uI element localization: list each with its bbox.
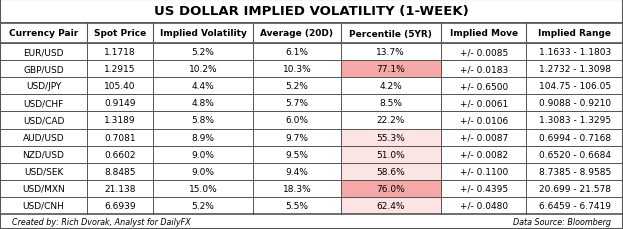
Text: 4.4%: 4.4% — [192, 82, 214, 91]
Text: EUR/USD: EUR/USD — [23, 48, 64, 57]
Text: 9.0%: 9.0% — [192, 167, 215, 176]
Bar — [0, 163, 623, 180]
Bar — [341, 61, 441, 78]
Bar — [0, 61, 623, 78]
Bar — [0, 78, 623, 95]
Text: +/- 0.0183: +/- 0.0183 — [460, 65, 508, 74]
Text: 18.3%: 18.3% — [283, 184, 312, 193]
Text: 5.2%: 5.2% — [192, 48, 214, 57]
Bar — [0, 129, 623, 146]
Text: 0.6994 - 0.7168: 0.6994 - 0.7168 — [538, 133, 611, 142]
Text: USD/CNH: USD/CNH — [22, 201, 64, 210]
Text: 8.8485: 8.8485 — [104, 167, 136, 176]
Text: 5.7%: 5.7% — [285, 99, 308, 108]
Text: 8.5%: 8.5% — [379, 99, 402, 108]
Text: 1.2915: 1.2915 — [104, 65, 136, 74]
Text: 8.7385 - 8.9585: 8.7385 - 8.9585 — [538, 167, 611, 176]
Text: 4.8%: 4.8% — [192, 99, 214, 108]
Text: 5.8%: 5.8% — [192, 116, 215, 125]
Text: +/- 0.1100: +/- 0.1100 — [460, 167, 508, 176]
Text: +/- 0.4395: +/- 0.4395 — [460, 184, 508, 193]
Text: 9.5%: 9.5% — [285, 150, 308, 159]
Bar — [0, 112, 623, 129]
Text: Percentile (5YR): Percentile (5YR) — [350, 29, 432, 38]
Bar — [341, 146, 441, 163]
Text: 55.3%: 55.3% — [376, 133, 405, 142]
Text: 1.3189: 1.3189 — [104, 116, 136, 125]
Text: 9.0%: 9.0% — [192, 150, 215, 159]
Text: 58.6%: 58.6% — [376, 167, 405, 176]
Text: 15.0%: 15.0% — [189, 184, 217, 193]
Text: 5.5%: 5.5% — [285, 201, 308, 210]
Text: 1.2732 - 1.3098: 1.2732 - 1.3098 — [539, 65, 611, 74]
Text: 1.3083 - 1.3295: 1.3083 - 1.3295 — [538, 116, 611, 125]
Bar — [341, 197, 441, 214]
Text: 105.40: 105.40 — [104, 82, 136, 91]
Bar — [0, 180, 623, 197]
Text: USD/CHF: USD/CHF — [24, 99, 64, 108]
Text: 6.1%: 6.1% — [285, 48, 308, 57]
Text: +/- 0.0061: +/- 0.0061 — [460, 99, 508, 108]
Text: 0.9149: 0.9149 — [104, 99, 136, 108]
Bar — [0, 197, 623, 214]
Text: US DOLLAR IMPLIED VOLATILITY (1-WEEK): US DOLLAR IMPLIED VOLATILITY (1-WEEK) — [154, 5, 469, 18]
Text: Spot Price: Spot Price — [94, 29, 146, 38]
Text: 0.9088 - 0.9210: 0.9088 - 0.9210 — [538, 99, 611, 108]
Text: 6.0%: 6.0% — [285, 116, 308, 125]
Text: NZD/USD: NZD/USD — [22, 150, 64, 159]
Text: 0.6602: 0.6602 — [104, 150, 136, 159]
Text: Implied Range: Implied Range — [538, 29, 611, 38]
Bar — [341, 129, 441, 146]
Text: USD/CAD: USD/CAD — [23, 116, 64, 125]
Text: 9.7%: 9.7% — [285, 133, 308, 142]
Text: 77.1%: 77.1% — [376, 65, 405, 74]
Text: 8.9%: 8.9% — [192, 133, 215, 142]
Text: 1.1633 - 1.1803: 1.1633 - 1.1803 — [538, 48, 611, 57]
Text: +/- 0.0085: +/- 0.0085 — [460, 48, 508, 57]
Text: 6.6459 - 6.7419: 6.6459 - 6.7419 — [539, 201, 611, 210]
Text: 22.2%: 22.2% — [377, 116, 405, 125]
Text: AUD/USD: AUD/USD — [22, 133, 64, 142]
Text: 51.0%: 51.0% — [376, 150, 405, 159]
Bar — [341, 163, 441, 180]
Text: 5.2%: 5.2% — [285, 82, 308, 91]
Text: 4.2%: 4.2% — [379, 82, 402, 91]
Bar — [0, 146, 623, 163]
Text: 62.4%: 62.4% — [376, 201, 405, 210]
Text: Implied Move: Implied Move — [450, 29, 518, 38]
Text: +/- 0.0082: +/- 0.0082 — [460, 150, 508, 159]
Bar — [0, 0, 623, 24]
Text: +/- 0.0480: +/- 0.0480 — [460, 201, 508, 210]
Text: Currency Pair: Currency Pair — [9, 29, 78, 38]
Text: 13.7%: 13.7% — [376, 48, 405, 57]
Bar — [0, 214, 623, 229]
Text: Created by: Rich Dvorak, Analyst for DailyFX: Created by: Rich Dvorak, Analyst for Dai… — [12, 217, 191, 226]
Text: 20.699 - 21.578: 20.699 - 21.578 — [539, 184, 611, 193]
Text: 76.0%: 76.0% — [376, 184, 405, 193]
Text: +/- 0.0106: +/- 0.0106 — [460, 116, 508, 125]
Text: 6.6939: 6.6939 — [104, 201, 136, 210]
Text: Average (20D): Average (20D) — [260, 29, 333, 38]
Text: 10.3%: 10.3% — [283, 65, 312, 74]
Text: 21.138: 21.138 — [104, 184, 136, 193]
Text: 0.7081: 0.7081 — [104, 133, 136, 142]
Text: +/- 0.0087: +/- 0.0087 — [460, 133, 508, 142]
Text: 104.75 - 106.05: 104.75 - 106.05 — [538, 82, 611, 91]
Text: USD/JPY: USD/JPY — [26, 82, 61, 91]
Bar — [0, 24, 623, 44]
Text: 5.2%: 5.2% — [192, 201, 214, 210]
Bar — [0, 44, 623, 61]
Text: 10.2%: 10.2% — [189, 65, 217, 74]
Bar — [341, 180, 441, 197]
Text: USD/SEK: USD/SEK — [24, 167, 63, 176]
Text: 1.1718: 1.1718 — [104, 48, 136, 57]
Text: 0.6520 - 0.6684: 0.6520 - 0.6684 — [539, 150, 611, 159]
Text: Data Source: Bloomberg: Data Source: Bloomberg — [513, 217, 611, 226]
Text: +/- 0.6500: +/- 0.6500 — [460, 82, 508, 91]
Text: USD/MXN: USD/MXN — [22, 184, 65, 193]
Text: Implied Volatility: Implied Volatility — [159, 29, 247, 38]
Text: 9.4%: 9.4% — [285, 167, 308, 176]
Bar — [0, 95, 623, 112]
Text: GBP/USD: GBP/USD — [23, 65, 64, 74]
